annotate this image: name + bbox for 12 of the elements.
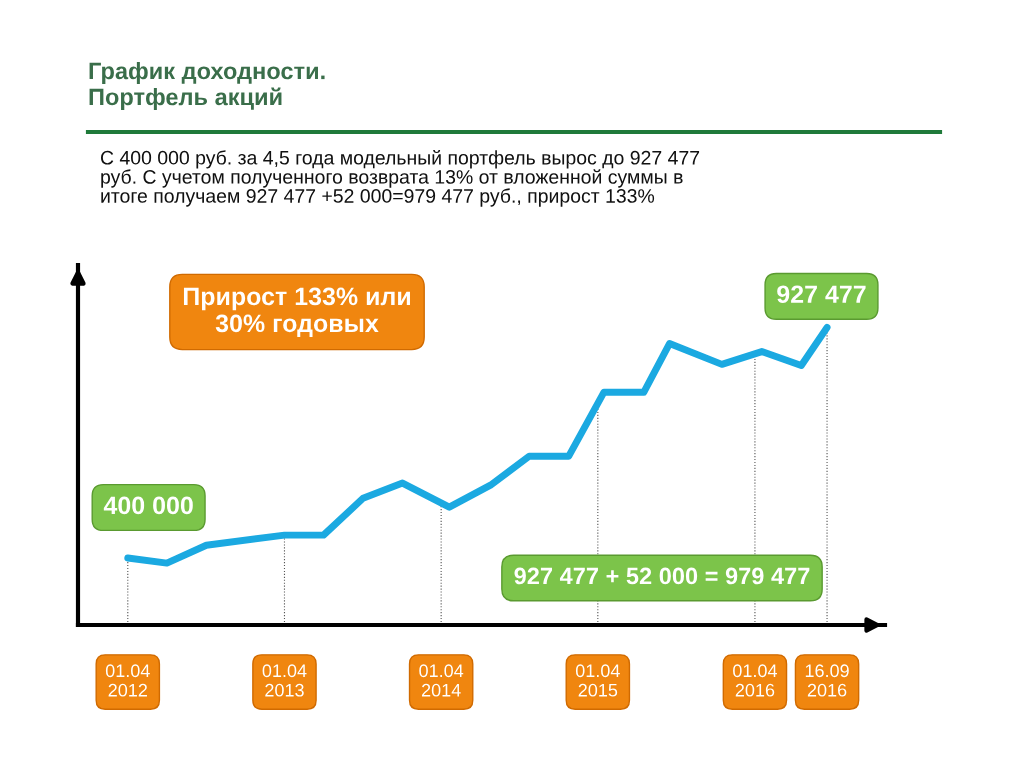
annotation: 400 000 — [103, 496, 193, 515]
x-tick-label: 01.04 2013 — [262, 664, 307, 697]
x-tick-label: 01.04 2014 — [419, 664, 464, 697]
chart-title: График доходности. Портфель акций — [89, 62, 325, 110]
annotation: Прирост 133% или 30% годовых — [183, 287, 410, 337]
x-tick-label: 01.04 2012 — [105, 664, 150, 697]
annotation: 927 477 + 52 000 = 979 477 — [514, 567, 810, 585]
annotation: 927 477 — [777, 285, 866, 304]
x-tick-label: 16.09 2016 — [805, 664, 849, 697]
x-tick-label: 01.04 2016 — [733, 664, 777, 697]
x-tick-label: 01.04 2015 — [575, 664, 620, 697]
chart-subtitle: С 400 000 руб. за 4,5 года модельный портфель вырос до 927 477 руб. С учетом полученного возврата 13% от вложенной суммы в итоге получаем 927 477 +52 000=979 477 руб., прирост 133% — [100, 150, 700, 207]
